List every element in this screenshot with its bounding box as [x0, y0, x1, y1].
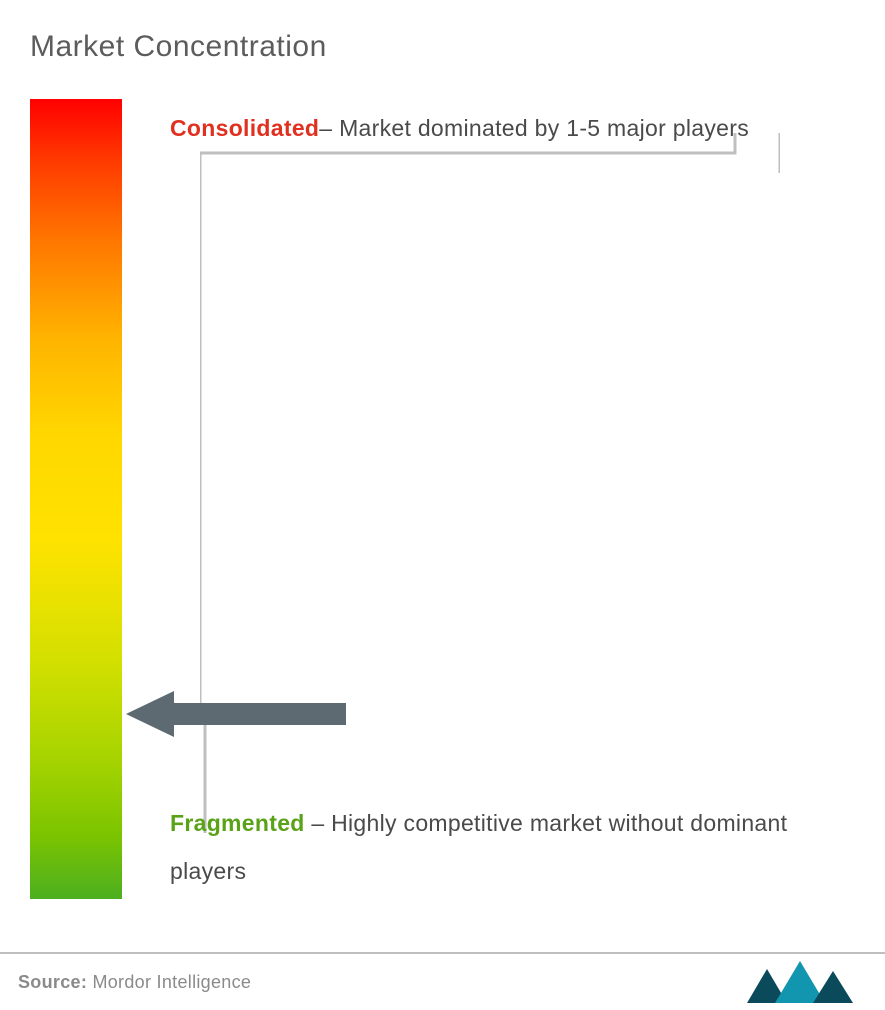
mordor-logo-icon — [747, 961, 857, 1003]
source-attribution: Source: Mordor Intelligence — [18, 972, 251, 993]
page-title: Market Concentration — [30, 30, 855, 64]
infographic-container: Market Concentration Consolidated– Marke… — [0, 0, 885, 1010]
fragmented-keyword: Fragmented — [170, 810, 305, 836]
source-value: Mordor Intelligence — [92, 972, 251, 992]
footer: Source: Mordor Intelligence — [0, 952, 885, 1010]
main-diagram: Consolidated– Market dominated by 1-5 ma… — [30, 99, 855, 919]
fragmented-label: Fragmented – Highly competitive market w… — [170, 799, 850, 896]
source-label: Source: — [18, 972, 87, 992]
consolidated-text: – Market dominated by 1-5 major players — [319, 115, 749, 141]
position-arrow-icon — [126, 691, 346, 737]
concentration-gradient-bar — [30, 99, 122, 899]
consolidated-label: Consolidated– Market dominated by 1-5 ma… — [170, 104, 850, 152]
consolidated-keyword: Consolidated — [170, 115, 319, 141]
top-bracket-icon — [200, 133, 780, 713]
